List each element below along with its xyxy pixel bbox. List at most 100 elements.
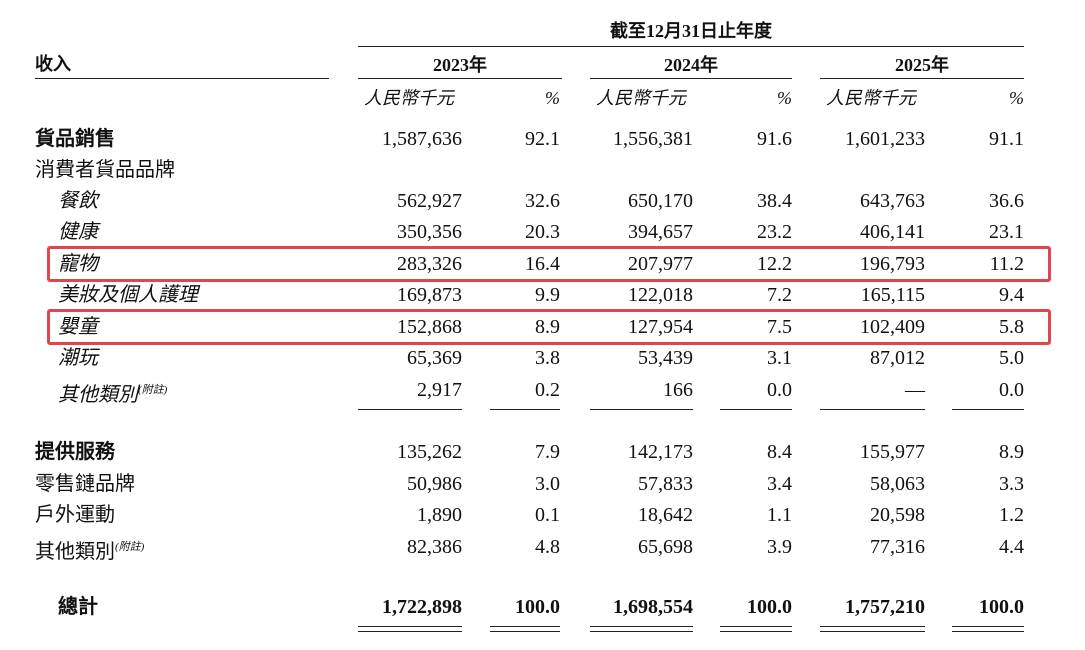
cell: 11.2: [989, 253, 1024, 275]
cell: 1.1: [767, 504, 792, 526]
cell: 135,262: [397, 441, 462, 463]
rule: [590, 631, 693, 632]
cell: 20.3: [525, 221, 560, 243]
cell: 350,356: [397, 221, 462, 243]
cell: 53,439: [638, 347, 693, 369]
cell: 165,115: [860, 284, 925, 306]
row-label: 美妝及個人護理: [58, 284, 198, 306]
cell: 9.4: [999, 284, 1024, 306]
cell: 1,722,898: [382, 596, 462, 618]
row-label: 提供服務: [35, 441, 115, 463]
rule: [720, 626, 792, 627]
cell: 50,986: [407, 473, 462, 495]
row-label: 總計: [58, 596, 98, 618]
cell: 16.4: [525, 253, 560, 275]
cell: 643,763: [860, 190, 925, 212]
rule: [590, 409, 693, 410]
cell: 23.2: [757, 221, 792, 243]
cell: 169,873: [397, 284, 462, 306]
cell: 3.8: [535, 347, 560, 369]
rule: [820, 626, 925, 627]
cell: 0.0: [999, 379, 1024, 401]
cell: 8.9: [999, 441, 1024, 463]
cell: 92.1: [525, 128, 560, 150]
rule: [358, 46, 1024, 47]
cell: 8.9: [535, 316, 560, 338]
cell: 100.0: [979, 596, 1024, 618]
year-header: 2025年: [895, 55, 949, 75]
row-label: 其他類別(附註): [35, 541, 145, 563]
cell: 152,868: [397, 316, 462, 338]
row-label: 潮玩: [58, 347, 98, 369]
cell: 7.2: [767, 284, 792, 306]
cell: 57,833: [638, 473, 693, 495]
cell: 5.8: [999, 316, 1024, 338]
rule: [358, 626, 462, 627]
cell: 7.5: [767, 316, 792, 338]
rule: [358, 409, 462, 410]
note: (附註): [115, 541, 145, 553]
cell: 196,793: [860, 253, 925, 275]
cell: 18,642: [638, 504, 693, 526]
cell: 7.9: [535, 441, 560, 463]
cell: 65,698: [638, 536, 693, 558]
cell: 12.2: [757, 253, 792, 275]
year-header: 2024年: [664, 55, 718, 75]
cell: 1,698,554: [613, 596, 693, 618]
row-label: 嬰童: [58, 316, 98, 338]
cell: —: [905, 379, 925, 401]
unit-header: 人民幣千元: [364, 88, 454, 108]
cell: 1,890: [417, 504, 462, 526]
unit-header: 人民幣千元: [596, 88, 686, 108]
rule: [720, 631, 792, 632]
row-label: 戶外運動: [35, 504, 115, 526]
rule: [490, 409, 560, 410]
rule: [720, 409, 792, 410]
rule: [35, 78, 329, 79]
rule: [590, 78, 792, 79]
cell: 23.1: [989, 221, 1024, 243]
cell: 100.0: [515, 596, 560, 618]
cell: 1,587,636: [382, 128, 462, 150]
cell: 100.0: [747, 596, 792, 618]
rule: [358, 78, 562, 79]
cell: 127,954: [628, 316, 693, 338]
cell: 87,012: [870, 347, 925, 369]
row-label: 零售鏈品牌: [35, 473, 135, 495]
rule: [358, 631, 462, 632]
highlight-box: [47, 309, 1051, 345]
cell: 5.0: [999, 347, 1024, 369]
cell: 38.4: [757, 190, 792, 212]
rule: [952, 631, 1024, 632]
cell: 82,386: [407, 536, 462, 558]
row-label: 貨品銷售: [35, 128, 115, 150]
cell: 0.1: [535, 504, 560, 526]
cell: 394,657: [628, 221, 693, 243]
cell: 207,977: [628, 253, 693, 275]
cell: 122,018: [628, 284, 693, 306]
cell: 77,316: [870, 536, 925, 558]
cell: 406,141: [860, 221, 925, 243]
cell: 1,556,381: [613, 128, 693, 150]
cell: 4.4: [999, 536, 1024, 558]
rule: [490, 626, 560, 627]
cell: 32.6: [525, 190, 560, 212]
rule: [952, 409, 1024, 410]
rule: [490, 631, 560, 632]
cell: 562,927: [397, 190, 462, 212]
period-header: 截至12月31日止年度: [610, 21, 772, 41]
cell: 20,598: [870, 504, 925, 526]
cell: 1,757,210: [845, 596, 925, 618]
cell: 166: [663, 379, 693, 401]
cell: 0.2: [535, 379, 560, 401]
cell: 3.3: [999, 473, 1024, 495]
cell: 3.9: [767, 536, 792, 558]
cell: 3.1: [767, 347, 792, 369]
cell: 91.6: [757, 128, 792, 150]
rule: [590, 626, 693, 627]
cell: 36.6: [989, 190, 1024, 212]
row-label: 寵物: [58, 253, 98, 275]
cell: 4.8: [535, 536, 560, 558]
note: (附註): [138, 384, 168, 396]
